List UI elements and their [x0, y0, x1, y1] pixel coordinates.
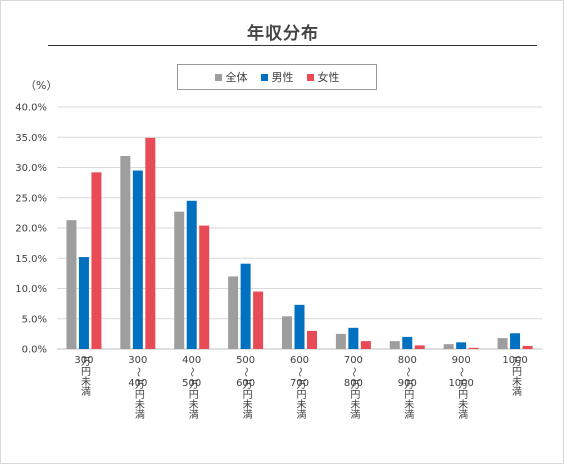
bar: [456, 342, 467, 349]
y-tick-label: 30.0%: [15, 163, 47, 174]
bar: [186, 200, 197, 349]
legend-swatch-female: [306, 73, 314, 81]
bar: [307, 330, 317, 349]
x-category-label: 1000: [502, 355, 527, 366]
bar: [132, 170, 143, 349]
y-tick-label: 35.0%: [15, 133, 47, 144]
bar: [228, 276, 239, 349]
x-category-label: 万円未満: [348, 379, 360, 420]
y-tick-label: 0.0%: [22, 345, 47, 356]
bar: [348, 327, 359, 349]
legend: 全体 男性 女性: [177, 64, 377, 90]
x-category-label: 〜: [240, 367, 251, 377]
legend-label-all: 全体: [225, 71, 248, 84]
bar: [253, 291, 264, 349]
bar: [522, 345, 533, 349]
x-category-label: 600: [290, 355, 309, 366]
x-category-label: 300: [74, 355, 93, 366]
bar: [78, 257, 89, 349]
x-category-label: 万円未満: [132, 379, 144, 420]
x-category-label: 万円未満: [294, 379, 306, 420]
x-category-label: 700: [290, 378, 309, 389]
x-category-label: 900: [398, 378, 417, 389]
y-unit-label: （%）: [25, 79, 58, 92]
x-category-label: 600: [236, 378, 255, 389]
bar: [66, 220, 77, 349]
legend-item-male: 男性: [260, 69, 294, 85]
bar: [468, 347, 479, 349]
x-category-label: 万円未満: [456, 379, 468, 420]
bar: [294, 304, 305, 349]
x-category-label: 〜: [401, 367, 412, 377]
bar: [335, 333, 346, 349]
title-underline: [48, 45, 537, 46]
y-tick-label: 25.0%: [15, 193, 47, 204]
bar: [443, 344, 454, 349]
chart-title: 年収分布: [247, 24, 319, 44]
x-category-label: 500: [236, 355, 255, 366]
x-category-label: 500: [182, 378, 201, 389]
legend-swatch-male: [260, 73, 268, 81]
bar: [282, 316, 292, 349]
x-category-label: 400: [128, 378, 147, 389]
x-category-label: 万円未満: [402, 379, 414, 420]
legend-label-female: 女性: [317, 71, 340, 84]
x-category-label: 万円未満: [78, 356, 90, 397]
bar: [497, 338, 508, 349]
x-category-label: 万円未満: [240, 379, 252, 420]
y-tick-label: 10.0%: [15, 284, 47, 295]
x-category-label: 〜: [294, 367, 305, 377]
legend-item-female: 女性: [306, 69, 340, 85]
bar: [240, 263, 251, 349]
bar: [414, 345, 425, 349]
y-tick-label: 5.0%: [22, 314, 47, 325]
x-category-label: 400: [182, 355, 201, 366]
x-category-label: 700: [344, 355, 363, 366]
bar: [91, 172, 102, 349]
legend-swatch-all: [214, 73, 222, 81]
bar: [145, 137, 156, 349]
y-tick-label: 40.0%: [15, 103, 47, 114]
y-tick-label: 20.0%: [15, 224, 47, 235]
bar: [360, 341, 371, 349]
bar: [389, 341, 400, 349]
x-category-label: 〜: [186, 367, 197, 377]
legend-item-all: 全体: [214, 69, 248, 85]
x-category-label: 800: [344, 378, 363, 389]
bar: [402, 336, 413, 349]
bar: [174, 211, 185, 349]
x-category-label: 300: [128, 355, 147, 366]
x-category-label: 800: [398, 355, 417, 366]
x-category-label: 〜: [347, 367, 358, 377]
x-category-label: 〜: [132, 367, 143, 377]
x-category-label: 万円未満: [186, 379, 198, 420]
x-category-label: 900: [452, 355, 471, 366]
bar: [120, 156, 131, 349]
x-category-label: 1000: [448, 378, 473, 389]
bar: [199, 225, 210, 349]
x-category-label: 〜: [455, 367, 466, 377]
bar: [510, 333, 521, 349]
legend-label-male: 男性: [271, 71, 294, 84]
y-tick-label: 15.0%: [15, 254, 47, 265]
x-category-label: 万円未満: [510, 356, 522, 397]
